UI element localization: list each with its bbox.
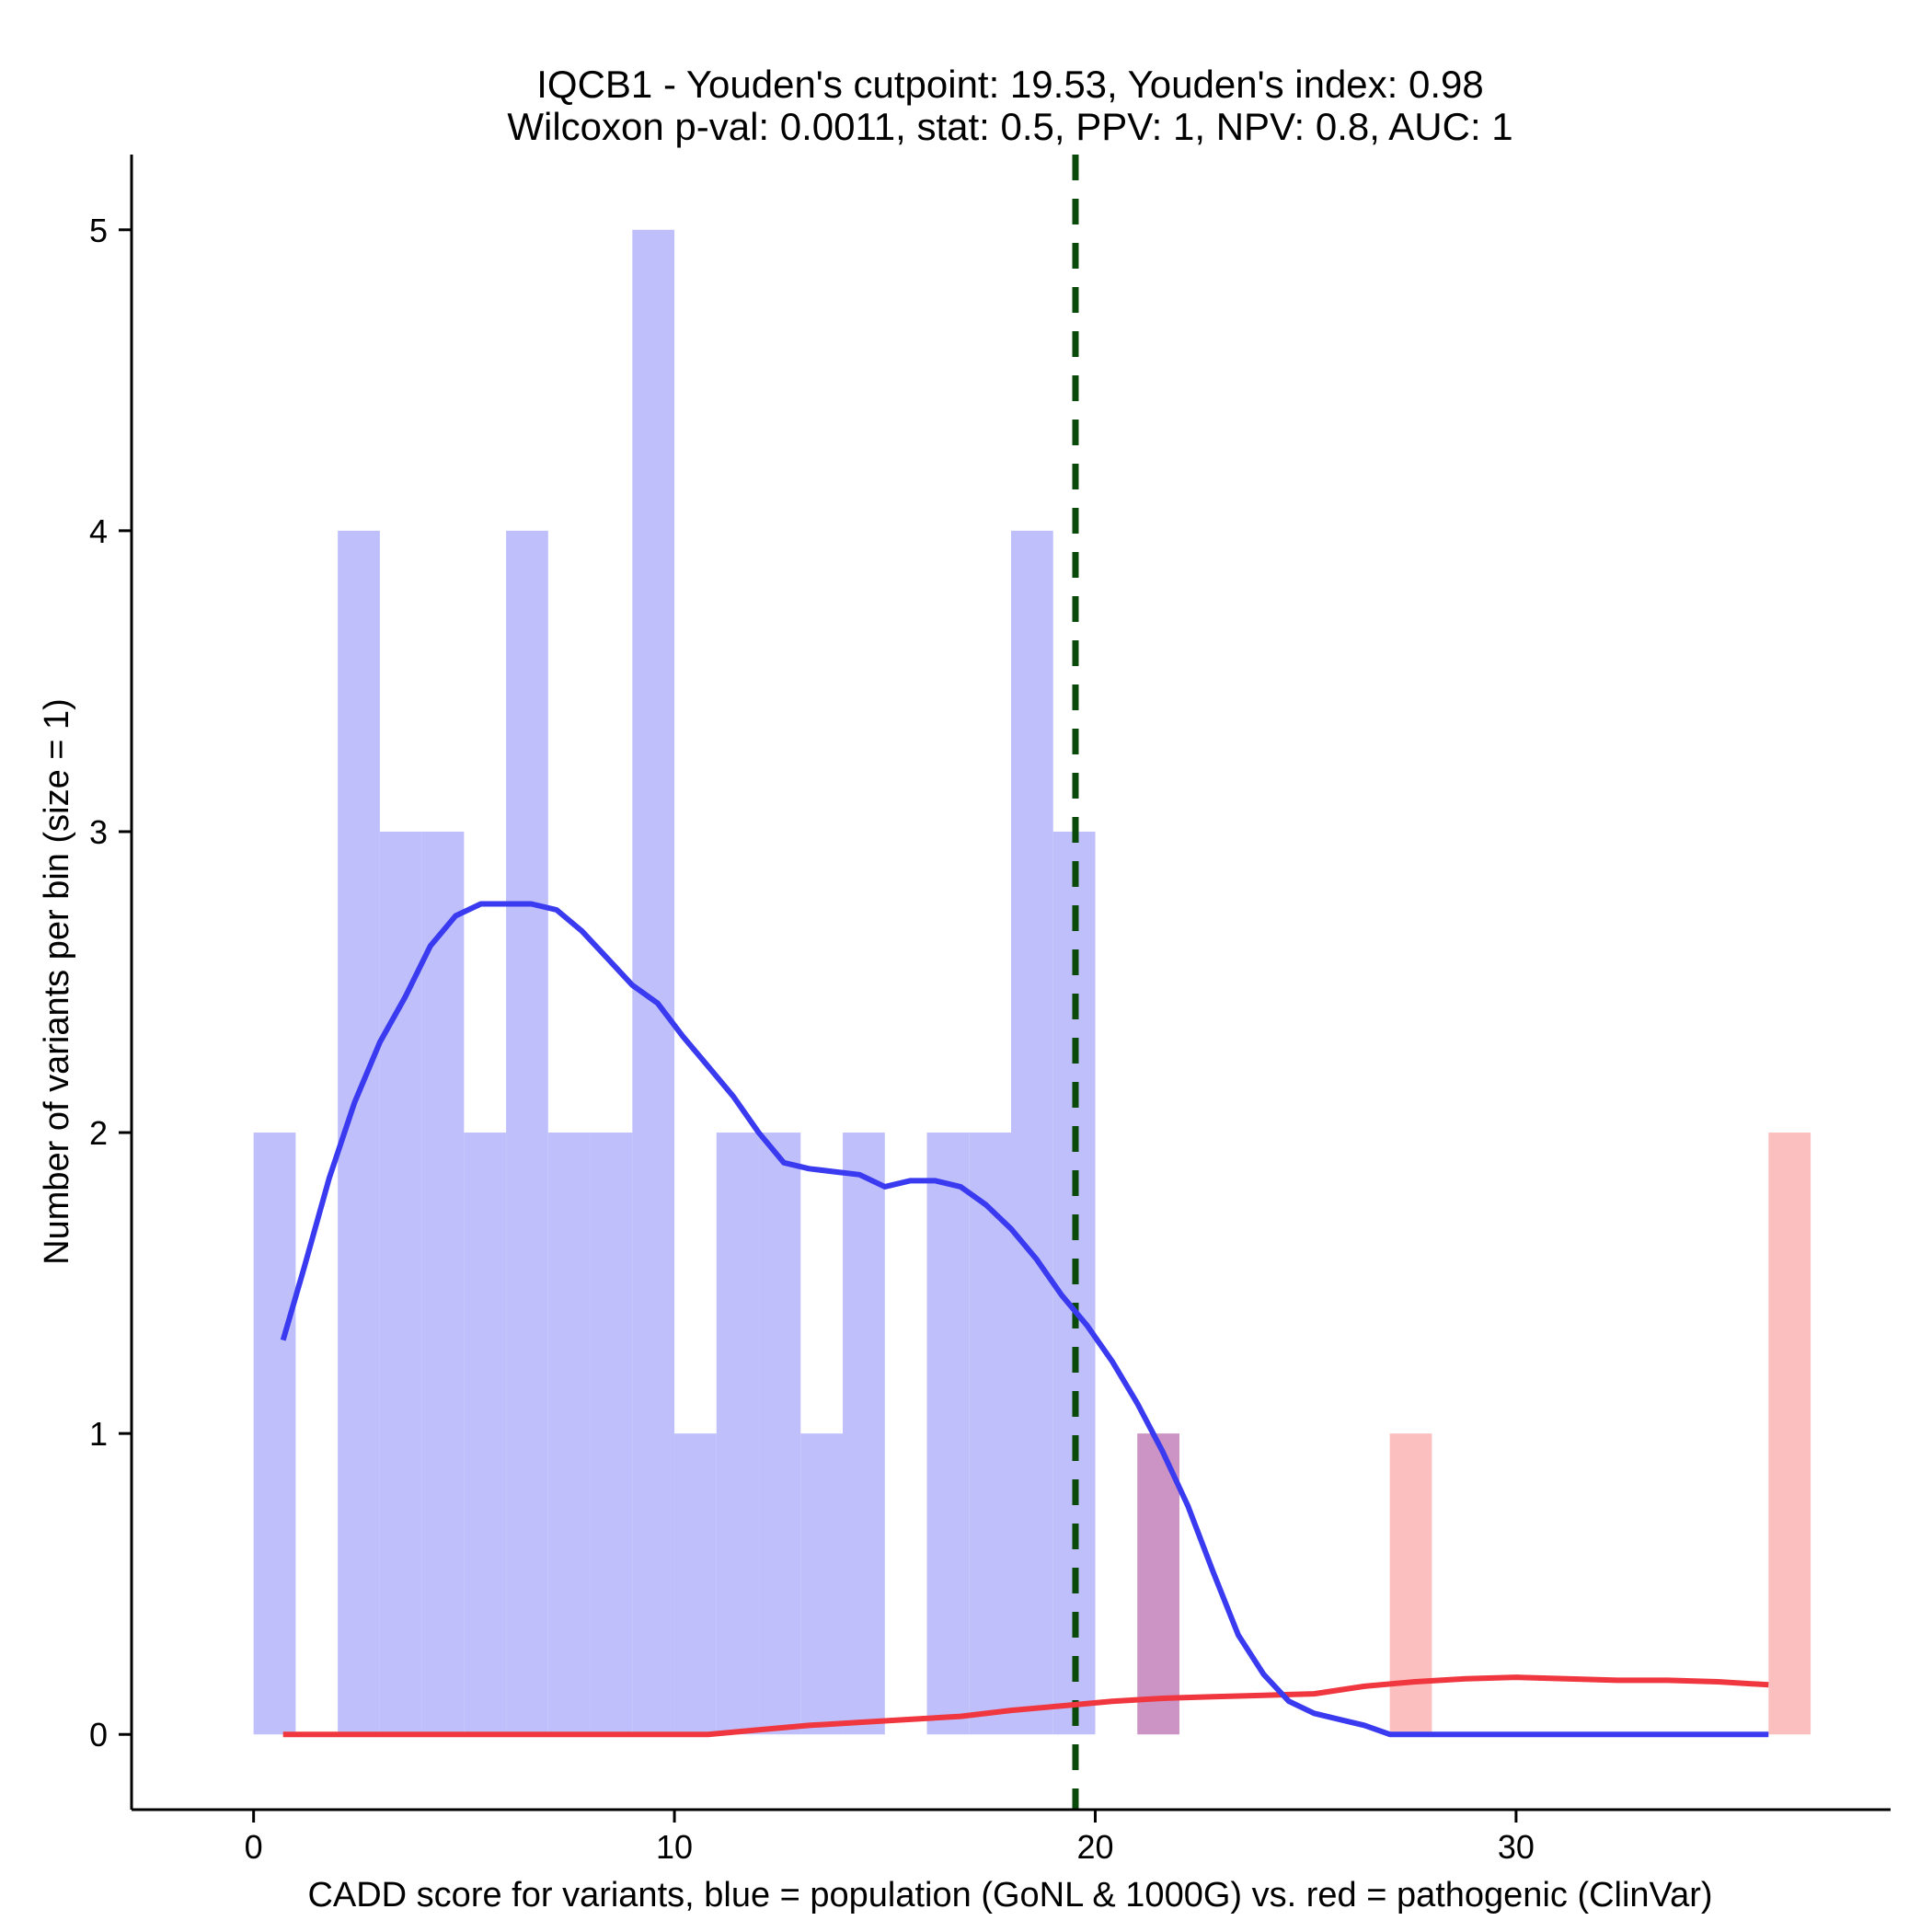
bars-layer [253, 229, 1811, 1735]
population-bar [969, 1133, 1011, 1735]
population-bar [464, 1133, 507, 1735]
population-density-line [280, 901, 1769, 1738]
population-bar [843, 1133, 885, 1735]
y-tick-label: 5 [89, 212, 108, 249]
population-bar [379, 831, 422, 1735]
population-bar [800, 1433, 844, 1735]
population-bar [506, 530, 548, 1735]
population-bar [590, 1133, 633, 1735]
population-bar [421, 831, 465, 1735]
population-bar [1011, 530, 1053, 1735]
x-tick-label: 10 [656, 1828, 693, 1866]
population-bar [547, 1133, 591, 1735]
population-bar [632, 229, 675, 1735]
axes-layer [130, 155, 1891, 1811]
chart-title-line1: IQCB1 - Youden's cutpoint: 19.53, Youden… [536, 63, 1484, 106]
pathogenic-density-line [282, 1674, 1769, 1738]
ticks-layer: 0 10 20 30 0 1 2 3 4 5 [89, 212, 1535, 1866]
y-tick-label: 4 [89, 512, 108, 550]
population-bar [926, 1133, 970, 1735]
population-bar [758, 1133, 801, 1735]
y-axis-label: Number of variants per bin (size = 1) [38, 698, 76, 1265]
y-tick-label: 0 [89, 1716, 108, 1754]
x-axis-label: CADD score for variants, blue = populati… [307, 1876, 1712, 1915]
pathogenic-bar [1768, 1133, 1811, 1735]
y-tick-label: 1 [89, 1415, 108, 1453]
density-lines-layer [280, 155, 1769, 1810]
x-tick-label: 30 [1498, 1828, 1535, 1866]
population-bar [674, 1433, 717, 1735]
population-bar [253, 1133, 296, 1735]
x-tick-label: 20 [1076, 1828, 1113, 1866]
overlap-bar [1137, 1433, 1179, 1735]
pathogenic-bar [1389, 1433, 1432, 1735]
y-tick-label: 2 [89, 1114, 108, 1152]
x-tick-label: 0 [245, 1828, 263, 1866]
chart-title-line2: Wilcoxon p-val: 0.0011, stat: 0.5, PPV: … [507, 105, 1512, 148]
population-bar [716, 1133, 759, 1735]
y-tick-label: 3 [89, 813, 108, 851]
